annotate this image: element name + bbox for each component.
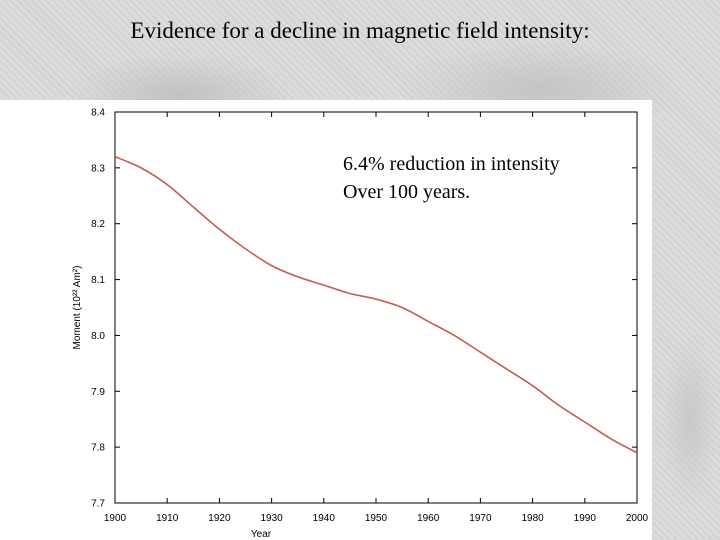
x-tick-label: 1920 — [208, 513, 231, 524]
x-tick-label: 1950 — [365, 513, 388, 524]
x-tick-label: 1970 — [469, 513, 492, 524]
y-tick-label: 7.8 — [91, 443, 105, 454]
annotation-line-2: Over 100 years. — [343, 181, 471, 203]
y-tick-label: 8.3 — [91, 163, 105, 174]
x-tick-label: 1990 — [574, 513, 597, 524]
slide-title: Evidence for a decline in magnetic field… — [130, 18, 590, 43]
annotation-line-1: 6.4% reduction in intensity — [343, 153, 560, 175]
y-tick-label: 8.2 — [91, 219, 105, 230]
chart-card — [0, 100, 652, 540]
x-axis-label: Year — [251, 529, 272, 540]
y-axis-label: Moment (10²² Am²) — [72, 266, 83, 350]
y-tick-label: 8.1 — [91, 275, 105, 286]
y-tick-label: 8.4 — [91, 108, 105, 119]
x-tick-label: 1980 — [521, 513, 544, 524]
x-tick-label: 2000 — [626, 513, 649, 524]
y-tick-label: 7.9 — [91, 387, 105, 398]
y-tick-label: 8.0 — [91, 331, 105, 342]
x-tick-label: 1960 — [417, 513, 440, 524]
x-tick-label: 1930 — [260, 513, 283, 524]
y-tick-label: 7.7 — [91, 499, 105, 510]
x-tick-label: 1900 — [104, 513, 127, 524]
x-tick-label: 1940 — [313, 513, 336, 524]
x-tick-label: 1910 — [156, 513, 179, 524]
series-line — [114, 155, 638, 454]
annotation-text: 6.4% reduction in intensity Over 100 yea… — [343, 150, 560, 206]
